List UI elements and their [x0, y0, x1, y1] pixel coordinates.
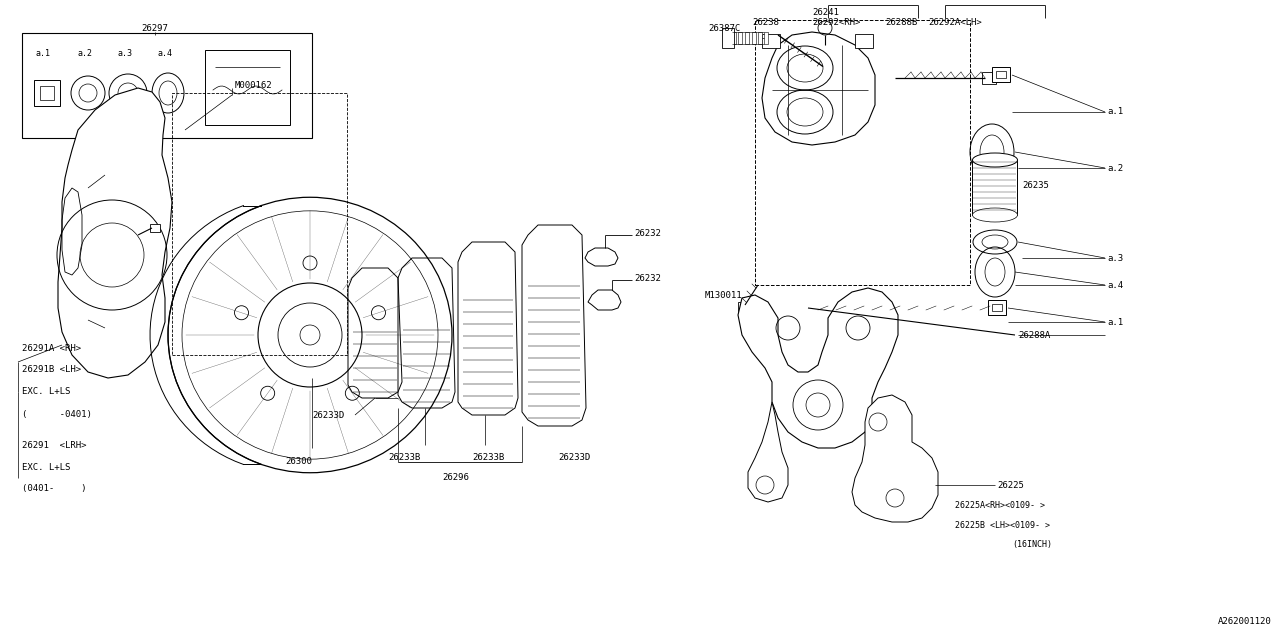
Polygon shape [762, 32, 876, 145]
Ellipse shape [182, 211, 438, 459]
Bar [40, 86, 54, 100]
Bar [739, 302, 750, 312]
Bar [758, 32, 762, 44]
Bar [732, 32, 736, 44]
Polygon shape [58, 88, 172, 378]
Text: 26296: 26296 [442, 474, 468, 483]
Bar [753, 32, 756, 44]
Text: 26291  <LRH>: 26291 <LRH> [22, 440, 87, 449]
Text: 26297: 26297 [142, 24, 169, 33]
Ellipse shape [973, 208, 1018, 222]
Bar [150, 224, 160, 232]
Text: 26233D: 26233D [558, 454, 590, 463]
Ellipse shape [973, 153, 1018, 167]
Bar [205, 50, 291, 125]
Text: a.3: a.3 [1107, 253, 1123, 262]
Text: a.1: a.1 [1107, 108, 1123, 116]
Text: EXC. L+LS: EXC. L+LS [22, 387, 70, 397]
Text: 26387C: 26387C [708, 24, 740, 33]
Text: a.2: a.2 [77, 49, 92, 58]
Text: (0401-     ): (0401- ) [22, 484, 87, 493]
Text: M130011: M130011 [705, 291, 742, 300]
Text: 26235: 26235 [1021, 180, 1048, 189]
Text: 26300: 26300 [285, 458, 312, 467]
Text: M000162: M000162 [236, 81, 273, 90]
Text: 26241: 26241 [812, 8, 838, 17]
Polygon shape [739, 288, 899, 448]
Bar [972, 160, 1018, 215]
Text: 26225A<RH><0109- >: 26225A<RH><0109- > [955, 500, 1044, 509]
Text: EXC. L+LS: EXC. L+LS [22, 463, 70, 472]
Bar [35, 80, 60, 106]
Bar [992, 67, 1010, 82]
Text: (      -0401): ( -0401) [22, 410, 92, 419]
Text: 26232: 26232 [634, 228, 660, 237]
Text: 26225: 26225 [997, 481, 1024, 490]
Text: 26292<RH>: 26292<RH> [812, 17, 860, 26]
Text: 26291A <RH>: 26291A <RH> [22, 344, 81, 353]
Text: 26292A<LH>: 26292A<LH> [928, 17, 982, 26]
Bar [755, 20, 970, 285]
Text: a.4: a.4 [157, 49, 172, 58]
Text: 26233B: 26233B [388, 454, 420, 463]
Bar [172, 93, 347, 355]
Bar [745, 32, 749, 44]
Bar [22, 33, 312, 138]
Text: 26238: 26238 [753, 17, 778, 26]
Polygon shape [748, 402, 788, 502]
Text: 26291B <LH>: 26291B <LH> [22, 365, 81, 374]
Bar [982, 72, 996, 84]
Bar [996, 71, 1006, 78]
Text: 26288A: 26288A [1018, 330, 1051, 339]
Bar [722, 28, 733, 48]
Text: a.1: a.1 [1107, 317, 1123, 326]
Bar [764, 32, 768, 44]
Polygon shape [852, 395, 938, 522]
Text: 26288B: 26288B [884, 17, 918, 26]
Text: A262001120: A262001120 [1219, 618, 1272, 627]
Text: 26225B <LH><0109- >: 26225B <LH><0109- > [955, 520, 1050, 529]
Bar [855, 34, 873, 48]
Text: (16INCH): (16INCH) [1012, 541, 1052, 550]
Bar [992, 304, 1002, 311]
Text: a.2: a.2 [1107, 163, 1123, 173]
Text: 26232: 26232 [634, 273, 660, 282]
Bar [762, 34, 780, 48]
Text: 26233B: 26233B [472, 454, 504, 463]
Text: 26233D: 26233D [312, 410, 344, 419]
Bar [988, 300, 1006, 315]
Bar [739, 32, 742, 44]
Ellipse shape [168, 197, 452, 473]
Text: a.1: a.1 [35, 49, 50, 58]
Text: a.4: a.4 [1107, 280, 1123, 289]
Text: a.3: a.3 [116, 49, 132, 58]
